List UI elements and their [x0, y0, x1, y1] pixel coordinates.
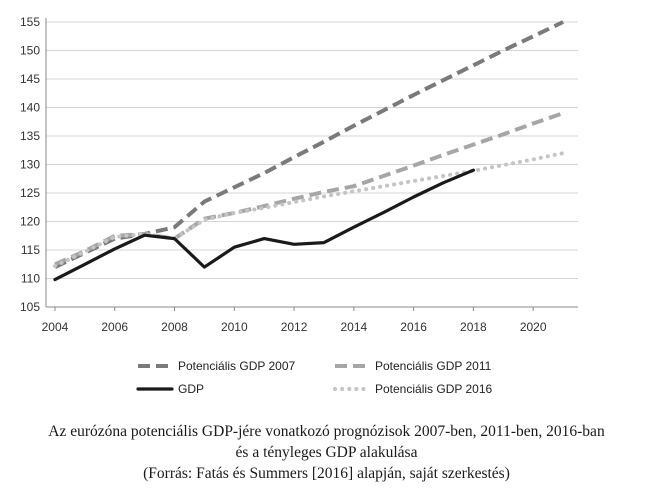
x-tick-label: 2016	[400, 320, 427, 334]
y-tick-label: 130	[20, 158, 40, 172]
x-tick-label: 2018	[460, 320, 487, 334]
caption-line-3: (Forrás: Fatás és Summers [2016] alapján…	[143, 465, 510, 482]
series-line-potenci-lis-gdp-2016	[53, 151, 566, 268]
x-tick-label: 2008	[161, 320, 188, 334]
y-tick-label: 155	[20, 15, 40, 29]
figure-caption: Az eurózóna potenciális GDP-jére vonatko…	[0, 421, 653, 484]
series-line-potenci-lis-gdp-2007	[54, 20, 564, 269]
y-tick-label: 120	[20, 215, 40, 229]
legend-label: Potenciális GDP 2007	[178, 359, 296, 373]
x-tick-label: 2014	[340, 320, 367, 334]
legend-label: GDP	[178, 382, 204, 396]
chart-area: 105 110 115 120 125 130 135 140 145 150 155 2004 200…	[20, 15, 578, 396]
y-tick-label: 110	[21, 272, 40, 286]
x-tick-label: 2004	[42, 320, 69, 334]
x-tick-label: 2020	[520, 320, 547, 334]
y-tick-label: 125	[20, 186, 40, 200]
series-line-gdp	[53, 168, 475, 282]
legend-label: Potenciális GDP 2016	[375, 382, 493, 396]
x-tick-label: 2010	[221, 320, 248, 334]
caption-line-2: és a tényleges GDP alakulása	[235, 444, 418, 461]
y-tick-label: 140	[20, 101, 40, 115]
y-tick-label: 145	[20, 72, 40, 86]
x-tick-label: 2012	[281, 320, 308, 334]
y-tick-label: 115	[21, 243, 40, 257]
legend-label: Potenciális GDP 2011	[375, 359, 492, 373]
caption-line-1: Az eurózóna potenciális GDP-jére vonatko…	[48, 423, 605, 440]
y-tick-label: 135	[20, 129, 40, 143]
line-chart: 105 110 115 120 125 130 135 140 145 150 155 2004 200…	[20, 15, 578, 396]
x-tick-label: 2006	[101, 320, 128, 334]
y-tick-label: 150	[20, 44, 40, 58]
y-tick-label: 105	[20, 300, 40, 314]
